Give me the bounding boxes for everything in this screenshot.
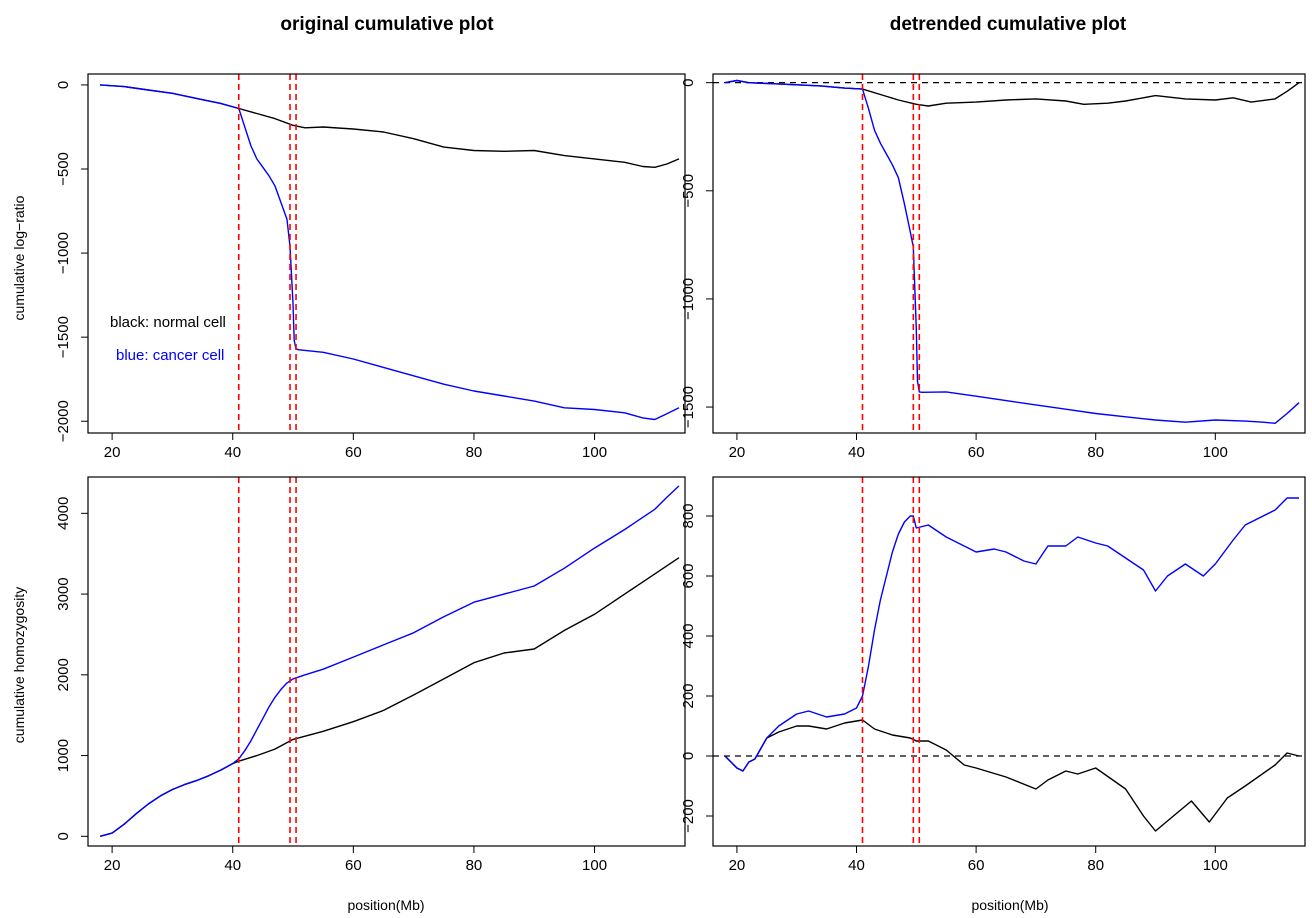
x-tick-label: 60 xyxy=(345,444,362,461)
plot-frame xyxy=(712,73,1306,434)
x-tick-label: 20 xyxy=(729,444,746,461)
x-tick-label: 40 xyxy=(224,444,241,461)
y-tick-label: 0 xyxy=(680,78,697,86)
x-tick-label: 80 xyxy=(1087,857,1104,874)
y-tick-label: −1000 xyxy=(55,232,72,274)
x-tick-label: 60 xyxy=(968,444,985,461)
y-axis-label-bottom: cumulative homozygosity xyxy=(11,587,27,743)
plot-frame xyxy=(712,476,1306,847)
x-tick-label: 40 xyxy=(224,857,241,874)
x-tick-label: 60 xyxy=(345,857,362,874)
left-column-title: original cumulative plot xyxy=(280,14,494,35)
cancer-cell-line xyxy=(724,79,1300,424)
plot-area xyxy=(100,74,680,433)
panel-orig-logratio: 20 40 60 80 100 0 −500 −1000 −1500 −2000 xyxy=(55,73,686,461)
x-tick-label: 20 xyxy=(104,857,121,874)
y-tick-label: −1500 xyxy=(680,386,697,428)
x-tick-label: 100 xyxy=(1203,857,1228,874)
y-tick-label: 800 xyxy=(680,503,697,528)
legend-cancer-cell: blue: cancer cell xyxy=(116,347,224,364)
plot-area xyxy=(713,74,1305,433)
y-tick-label: 2000 xyxy=(55,658,72,691)
y-tick-label: 1000 xyxy=(55,739,72,772)
x-tick-label: 100 xyxy=(582,857,607,874)
normal-cell-line xyxy=(724,79,1300,107)
y-tick-label: 0 xyxy=(55,832,72,840)
y-tick-label: −500 xyxy=(680,174,697,208)
y-axis-label-top: cumulative log−ratio xyxy=(11,195,27,320)
y-tick-label: −2000 xyxy=(55,400,72,442)
x-tick-label: 20 xyxy=(729,857,746,874)
plot-frame xyxy=(87,73,686,434)
y-tick-label: −500 xyxy=(55,152,72,186)
normal-cell-line xyxy=(100,84,680,168)
x-tick-label: 40 xyxy=(848,444,865,461)
y-tick-label: 3000 xyxy=(55,577,72,610)
panel-detr-logratio: 20 40 60 80 100 0 −500 −1000 −1500 xyxy=(680,73,1306,461)
cancer-cell-line xyxy=(100,84,680,421)
x-tick-label: 60 xyxy=(968,857,985,874)
panel-detr-homozygosity: 20 40 60 80 100 −200 0 200 400 600 800 xyxy=(680,476,1306,874)
x-tick-label: 80 xyxy=(466,857,483,874)
y-tick-label: −200 xyxy=(680,799,697,833)
legend-normal-cell: black: normal cell xyxy=(110,314,226,331)
normal-cell-line xyxy=(724,719,1300,832)
cancer-cell-line xyxy=(724,497,1299,772)
plot-area xyxy=(713,477,1305,846)
x-axis-label-left: position(Mb) xyxy=(347,897,424,913)
y-tick-label: 0 xyxy=(680,752,697,760)
plot-area xyxy=(99,477,680,846)
cancer-cell-line xyxy=(99,485,680,837)
x-tick-label: 80 xyxy=(1087,444,1104,461)
y-tick-label: 200 xyxy=(680,683,697,708)
x-tick-label: 100 xyxy=(582,444,607,461)
x-tick-label: 40 xyxy=(848,857,865,874)
x-tick-label: 20 xyxy=(104,444,121,461)
y-tick-label: 400 xyxy=(680,623,697,648)
y-tick-label: −1500 xyxy=(55,316,72,358)
y-tick-label: 0 xyxy=(55,81,72,89)
x-tick-label: 80 xyxy=(466,444,483,461)
y-tick-label: −1000 xyxy=(680,278,697,320)
normal-cell-line xyxy=(99,557,680,837)
x-tick-label: 100 xyxy=(1203,444,1228,461)
plot-frame xyxy=(87,476,686,847)
y-tick-label: 4000 xyxy=(55,497,72,530)
x-axis-label-right: position(Mb) xyxy=(971,897,1048,913)
right-column-title: detrended cumulative plot xyxy=(890,14,1127,35)
y-tick-label: 600 xyxy=(680,563,697,588)
